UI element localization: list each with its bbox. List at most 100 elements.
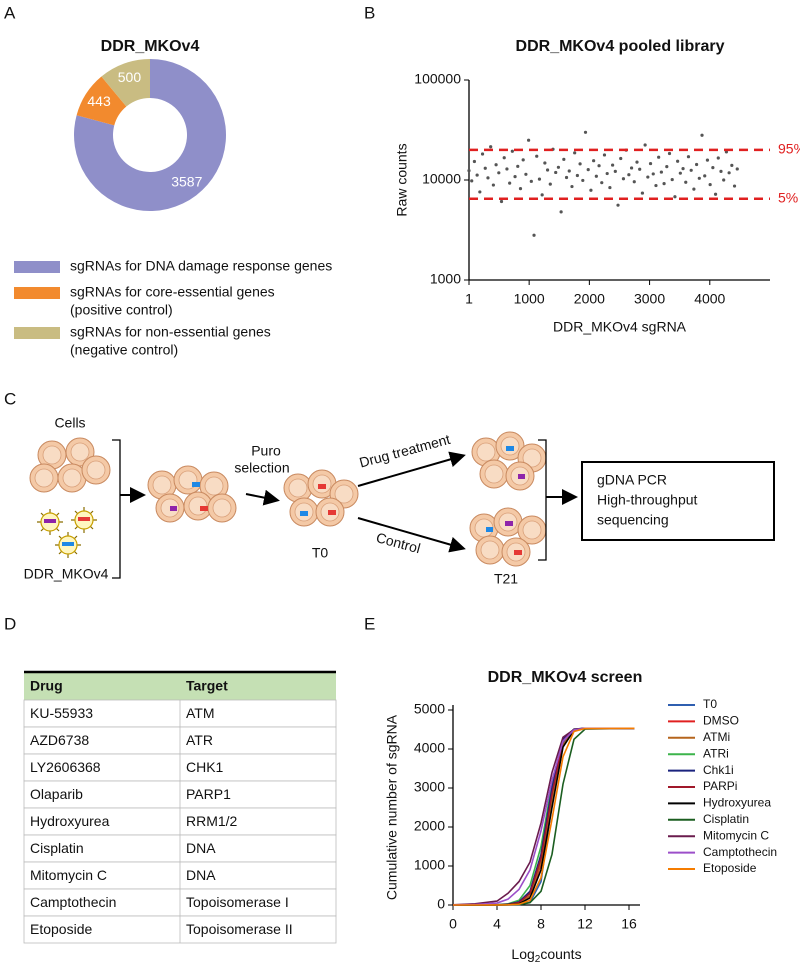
- point: [521, 158, 525, 162]
- point: [508, 181, 512, 185]
- point: [486, 176, 490, 180]
- virus-group: [36, 506, 98, 559]
- point: [497, 171, 501, 175]
- x-tick-label: 4: [493, 916, 501, 932]
- point: [681, 167, 685, 171]
- pie-slice: [73, 59, 226, 211]
- point: [689, 168, 693, 172]
- bracket: [538, 439, 547, 561]
- reference-label: 95%: [778, 141, 800, 157]
- legend-label: Hydroxyurea: [703, 796, 771, 810]
- y-tick-label: 4000: [414, 740, 445, 756]
- point: [597, 164, 601, 168]
- panel-label: A: [4, 3, 16, 22]
- y-axis-label: Cumulative number of sgRNA: [384, 714, 400, 900]
- drug-table: Drug Target KU-55933 ATM AZD6738 ATR LY2606368…: [23, 670, 337, 944]
- point: [562, 157, 566, 161]
- table-cell: PARP1: [186, 786, 231, 802]
- point: [556, 165, 561, 169]
- point: [602, 153, 607, 157]
- table-cell: CHK1: [186, 759, 224, 775]
- point: [646, 175, 650, 179]
- legend-label: Cisplatin: [703, 812, 749, 826]
- table-header-bg: [24, 672, 336, 700]
- point: [611, 163, 615, 167]
- x-axis-label-part: 2: [535, 954, 541, 964]
- legend-label: Chk1i: [703, 763, 734, 777]
- point: [537, 177, 542, 181]
- arrow: [245, 489, 280, 506]
- point: [581, 178, 585, 183]
- line-series: [453, 727, 635, 906]
- point: [632, 180, 636, 184]
- label: Puro: [251, 443, 281, 459]
- point: [673, 195, 677, 199]
- legend-label: (positive control): [70, 302, 173, 318]
- y-tick-label: 1000: [414, 857, 445, 873]
- table-cell: RRM1/2: [186, 813, 238, 829]
- point: [483, 166, 487, 170]
- point: [705, 158, 710, 162]
- point: [605, 171, 609, 176]
- point: [578, 162, 582, 166]
- point: [470, 179, 474, 183]
- point: [713, 192, 718, 196]
- point: [575, 173, 579, 178]
- arrow: [357, 451, 466, 487]
- legend-label: Etoposide: [703, 861, 757, 875]
- table-cell: DNA: [186, 867, 216, 883]
- table-cell: Hydroxyurea: [30, 813, 110, 829]
- point: [708, 182, 712, 187]
- point: [532, 233, 536, 237]
- x-tick-label: 16: [621, 916, 637, 932]
- point: [643, 143, 647, 147]
- reference-label: 5%: [778, 189, 798, 205]
- point: [654, 183, 658, 188]
- table-cell: Etoposide: [30, 921, 92, 937]
- point: [586, 168, 590, 172]
- label: gDNA PCR: [597, 472, 667, 488]
- legend-label: DMSO: [703, 714, 739, 728]
- point: [629, 166, 634, 170]
- legend-label: ATRi: [703, 746, 729, 760]
- table-cell: Olaparib: [30, 786, 83, 802]
- cell-cluster: [29, 437, 111, 493]
- point: [665, 165, 669, 169]
- point: [600, 181, 604, 185]
- legend-label: sgRNAs for DNA damage response genes: [70, 258, 332, 274]
- x-tick-label: 2000: [574, 291, 605, 307]
- point: [657, 155, 661, 159]
- point: [480, 152, 485, 156]
- point: [467, 169, 471, 173]
- y-tick-label: 100000: [414, 71, 461, 87]
- table-cell: ATM: [186, 705, 215, 721]
- legend-label: sgRNAs for non-essential genes: [70, 324, 271, 340]
- point: [535, 154, 539, 158]
- point: [472, 159, 477, 164]
- point: [659, 170, 663, 174]
- y-tick-label: 5000: [414, 701, 445, 717]
- point: [697, 176, 701, 180]
- panel-label: E: [364, 614, 375, 633]
- point: [703, 174, 707, 178]
- point: [529, 179, 533, 183]
- label: T21: [494, 571, 518, 587]
- point: [592, 159, 596, 163]
- output-box: [581, 461, 775, 541]
- workflow-diagram: Cells DDR_MKOv4 Puro selection T0 Drug t…: [24, 415, 775, 587]
- y-tick-label: 0: [437, 896, 445, 912]
- point: [548, 182, 552, 186]
- point: [735, 167, 739, 171]
- point: [732, 184, 737, 188]
- table-cell: Topoisomerase II: [186, 921, 293, 937]
- label: DDR_MKOv4: [24, 566, 109, 582]
- legend-label: ATMi: [703, 730, 730, 744]
- table-cell: AZD6738: [30, 732, 89, 748]
- table-cell: KU-55933: [30, 705, 93, 721]
- point: [491, 183, 495, 187]
- table-cell: Mitomycin C: [30, 867, 107, 883]
- point: [540, 193, 544, 197]
- bracket: [112, 439, 121, 579]
- point: [684, 180, 688, 184]
- table-cell: ATR: [186, 732, 213, 748]
